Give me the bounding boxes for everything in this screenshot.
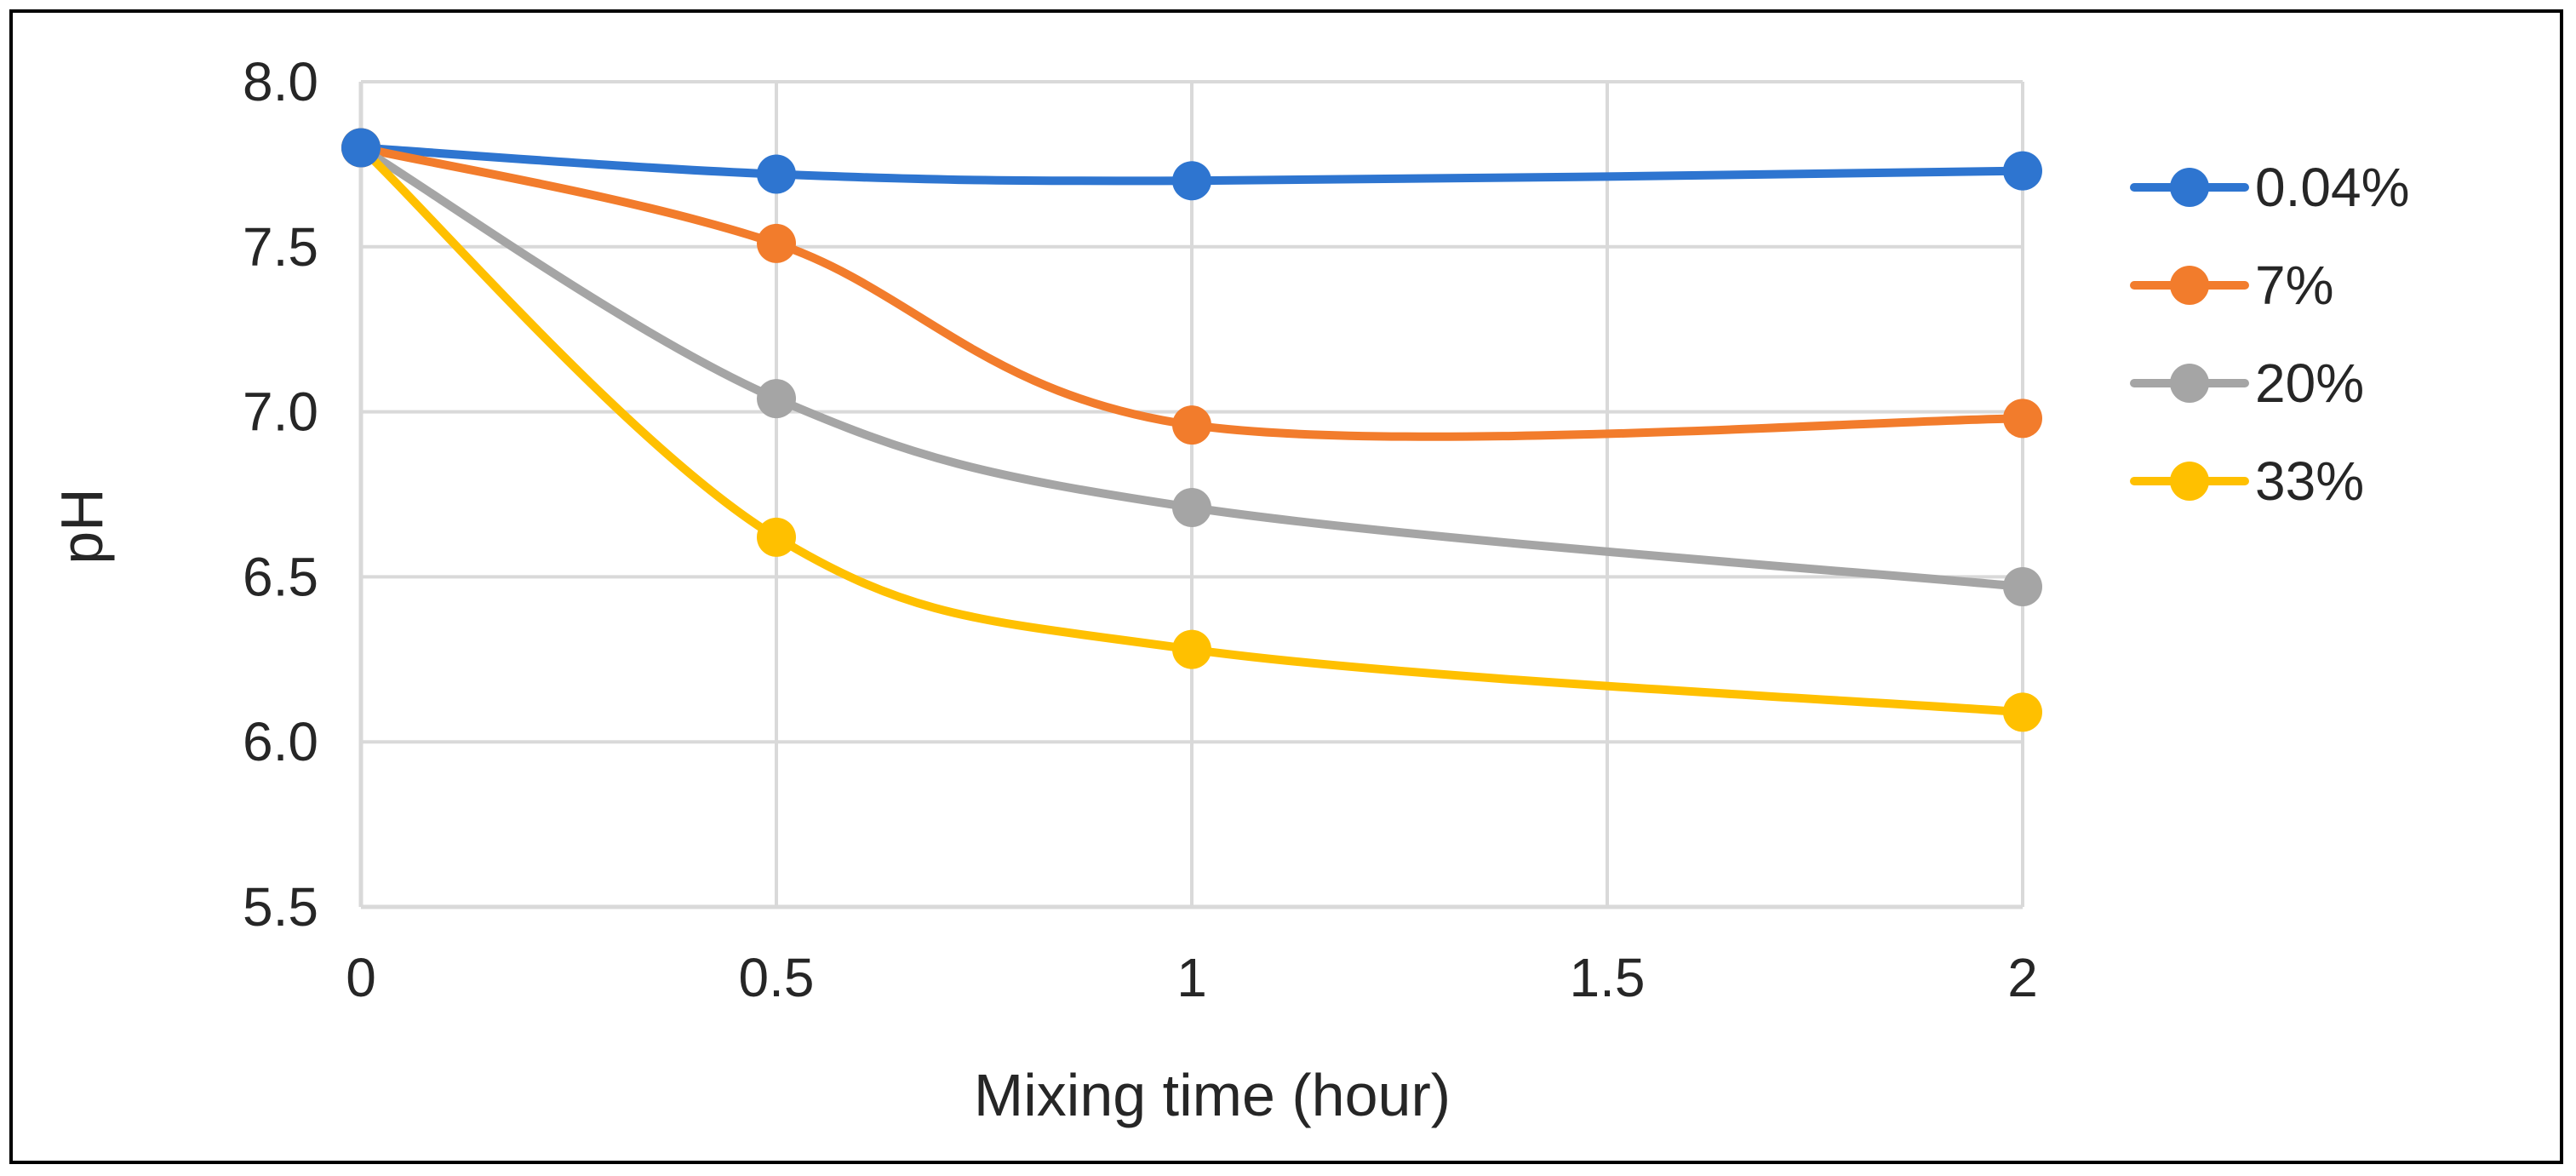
legend-label: 7%: [2255, 255, 2334, 316]
legend-item-33pct: 33%: [2130, 450, 2364, 512]
chart-frame: [9, 9, 2563, 1164]
data-point-7pct: [2003, 399, 2042, 439]
y-tick-label: 8.0: [243, 51, 318, 112]
x-tick-label: 0: [346, 947, 376, 1008]
y-tick-label: 7.0: [243, 381, 318, 443]
data-point-20pct: [2003, 567, 2042, 607]
legend-swatch-marker: [2170, 462, 2209, 501]
data-point-7pct: [757, 223, 796, 263]
legend-label: 0.04%: [2255, 157, 2409, 218]
series-line-20pct: [357, 143, 2027, 592]
legend-item-20pct: 20%: [2130, 353, 2364, 414]
x-tick-label: 0.5: [739, 947, 815, 1008]
legend: 0.04% 7% 20% 33%: [2130, 157, 2409, 512]
series-line-33pct: [357, 143, 2027, 717]
y-tick-label: 6.5: [243, 546, 318, 607]
legend-swatch-marker: [2170, 364, 2209, 403]
data-point-33pct: [757, 517, 796, 557]
series: [341, 128, 2042, 732]
y-axis-title: pH: [49, 488, 115, 564]
data-point-20pct: [1172, 488, 1211, 528]
data-point-20pct: [757, 379, 796, 419]
series-line-7pct: [357, 143, 2027, 441]
legend-swatch-marker: [2170, 266, 2209, 305]
data-point-0-04pct: [2003, 151, 2042, 191]
x-axis-title: Mixing time (hour): [974, 1062, 1451, 1128]
data-point-7pct: [1172, 405, 1211, 445]
x-tick-label: 2: [2007, 947, 2038, 1008]
y-tick-label: 7.5: [243, 216, 318, 278]
axes: [358, 82, 2023, 909]
data-point-0-04pct: [341, 128, 381, 168]
legend-item-7pct: 7%: [2130, 255, 2334, 316]
data-point-0-04pct: [757, 154, 796, 194]
data-point-0-04pct: [1172, 161, 1211, 201]
x-tick-label: 1: [1176, 947, 1207, 1008]
data-point-33pct: [1172, 629, 1211, 669]
tick-labels: 5.5 6.0 6.5 7.0 7.5 8.0 0 0.5 1 1.5 2: [243, 51, 2038, 1008]
y-tick-label: 5.5: [243, 876, 318, 938]
series-line-0-04pct: [357, 143, 2027, 186]
legend-swatch-marker: [2170, 168, 2209, 207]
legend-label: 20%: [2255, 353, 2364, 414]
y-tick-label: 6.0: [243, 711, 318, 772]
data-point-33pct: [2003, 692, 2042, 732]
x-tick-label: 1.5: [1570, 947, 1646, 1008]
gridlines: [361, 80, 2024, 907]
legend-item-0-04pct: 0.04%: [2130, 157, 2409, 218]
legend-label: 33%: [2255, 450, 2364, 512]
